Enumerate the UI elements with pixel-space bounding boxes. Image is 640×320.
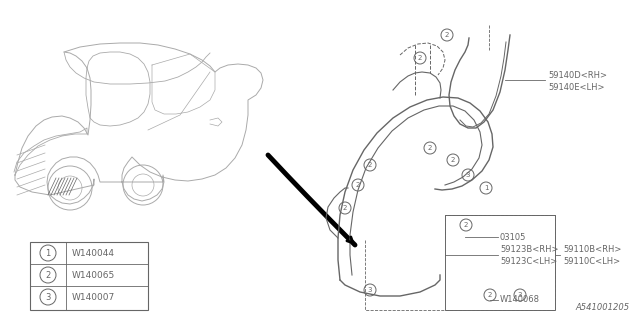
Text: 2: 2 <box>488 292 492 298</box>
Text: 2: 2 <box>445 32 449 38</box>
Text: 03105: 03105 <box>500 233 526 242</box>
Text: W140007: W140007 <box>72 292 115 301</box>
Bar <box>30 242 148 310</box>
Text: 59123C<LH>: 59123C<LH> <box>500 258 557 267</box>
Text: 3: 3 <box>368 287 372 293</box>
Text: 2: 2 <box>428 145 432 151</box>
Text: 1: 1 <box>484 185 488 191</box>
Text: 1: 1 <box>45 249 51 258</box>
Text: 59140E<LH>: 59140E<LH> <box>548 84 605 92</box>
Text: 59123B<RH>: 59123B<RH> <box>500 245 559 254</box>
Text: 2: 2 <box>343 205 347 211</box>
Text: 59110B<RH>: 59110B<RH> <box>563 245 621 254</box>
Text: 2: 2 <box>45 270 51 279</box>
Text: W140068: W140068 <box>500 295 540 305</box>
Text: 2: 2 <box>418 55 422 61</box>
Text: 59110C<LH>: 59110C<LH> <box>563 258 620 267</box>
Text: W140044: W140044 <box>72 249 115 258</box>
Bar <box>445 215 555 310</box>
Text: 59140D<RH>: 59140D<RH> <box>548 70 607 79</box>
Text: 2: 2 <box>451 157 455 163</box>
Text: 3: 3 <box>45 292 51 301</box>
Text: 2: 2 <box>356 182 360 188</box>
Text: W140065: W140065 <box>72 270 115 279</box>
Text: 3: 3 <box>518 292 522 298</box>
Text: 2: 2 <box>368 162 372 168</box>
Text: 2: 2 <box>464 222 468 228</box>
Text: 3: 3 <box>466 172 470 178</box>
Text: A541001205: A541001205 <box>576 303 630 312</box>
